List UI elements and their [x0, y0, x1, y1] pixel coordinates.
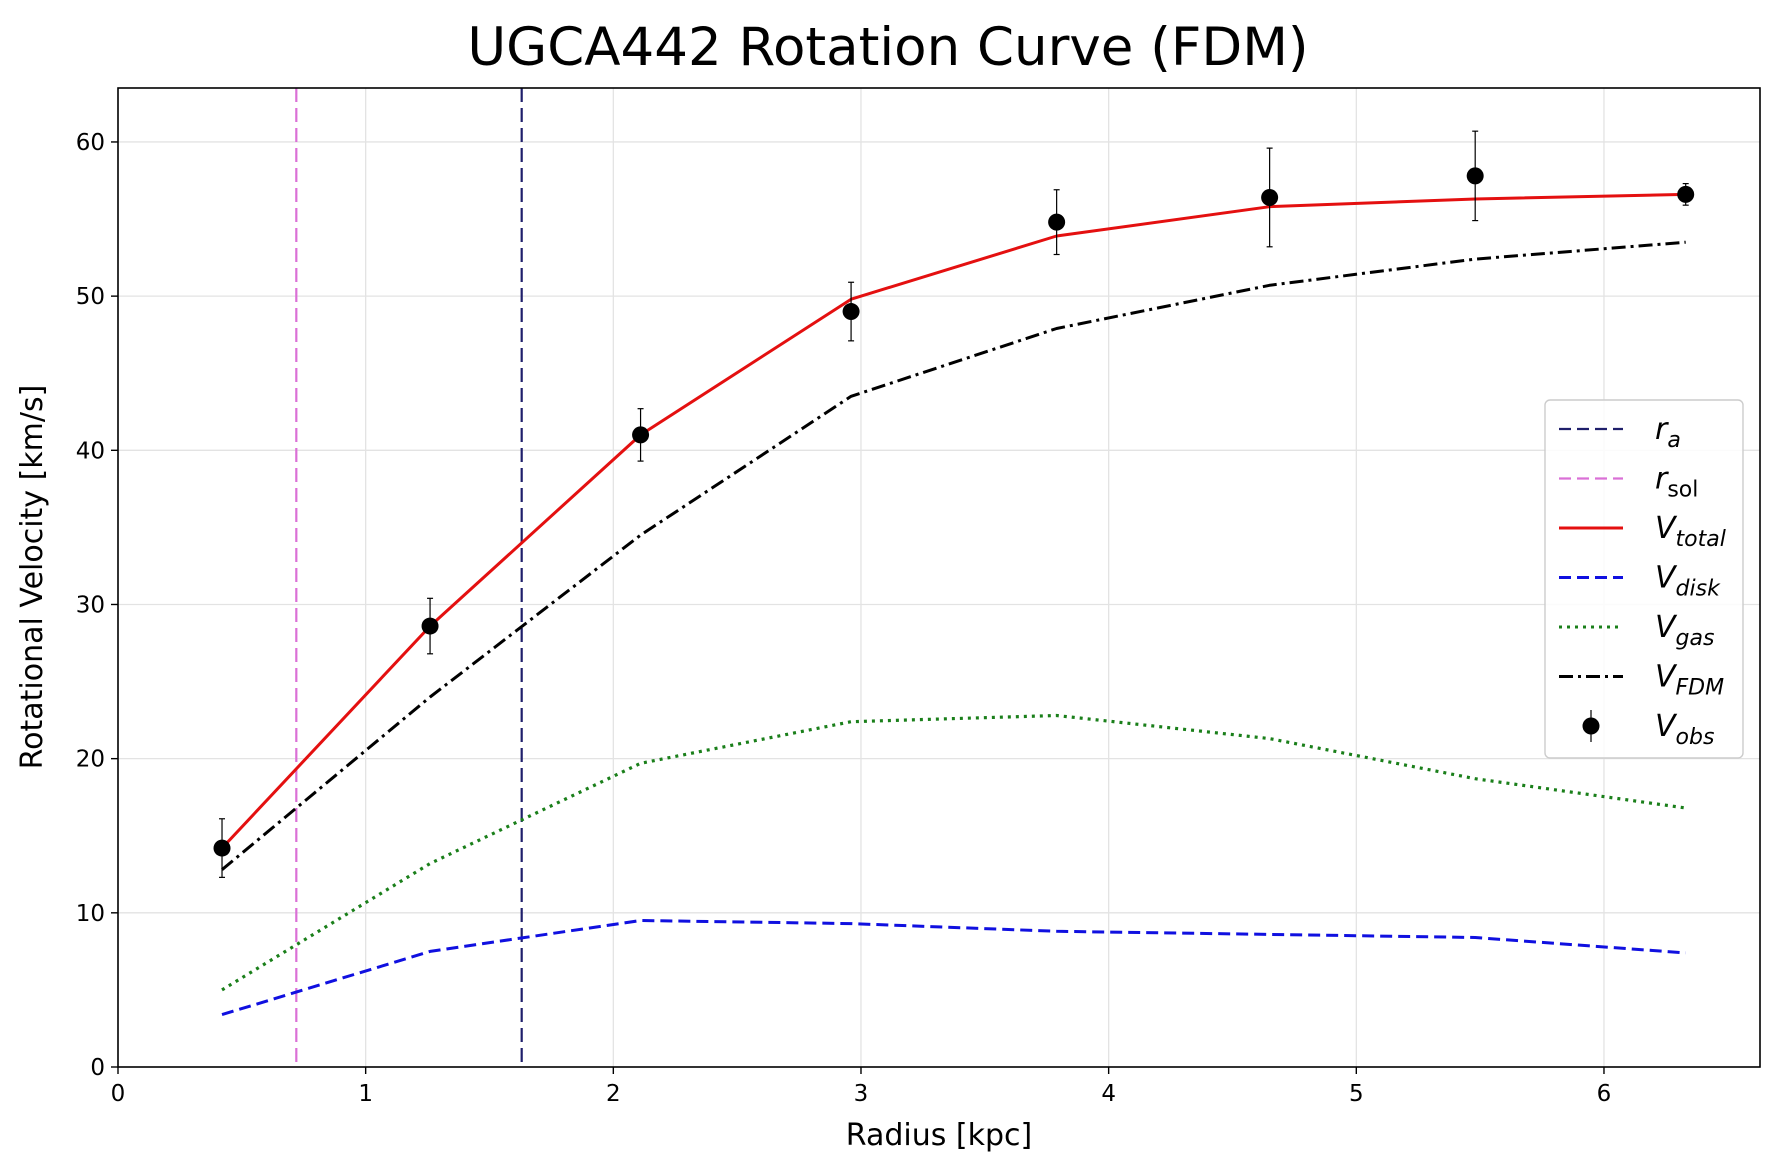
- observed-point: [213, 839, 231, 857]
- y-tick-label: 10: [76, 901, 105, 927]
- x-axis-ticks: 0 1 2 3 4 5 6: [111, 1067, 1612, 1107]
- series-line-v-total: [220, 192, 1686, 850]
- y-axis-label: Rotational Velocity [km/s]: [15, 385, 50, 770]
- series-line-v-gas: [221, 713, 1686, 992]
- legend-entry-v-obs-label: Vobs: [1655, 709, 1714, 750]
- reference-lines: [295, 88, 523, 1067]
- legend: ra rsol Vtotal Vdisk Vgas VFDM Vobs: [1544, 399, 1744, 759]
- legend-entry-v-total-label: Vtotal: [1655, 511, 1726, 552]
- legend-entry-v-fdm-label: VFDM: [1655, 660, 1724, 701]
- x-tick-label: 5: [1349, 1081, 1364, 1107]
- y-axis-ticks: 0 10 20 30 40 50 60: [76, 130, 118, 1081]
- legend-entry-v-obs-swatch: [1582, 717, 1600, 735]
- plot-frame: [117, 87, 1761, 1068]
- observed-points: [213, 130, 1695, 878]
- legend-entry-r-a-label: ra: [1655, 412, 1681, 453]
- x-tick-label: 6: [1597, 1081, 1612, 1107]
- series-lines: [220, 192, 1686, 1017]
- legend-box: [1544, 399, 1744, 759]
- grid: [117, 88, 1760, 1068]
- series-line-v-disk: [221, 919, 1686, 1017]
- observed-point: [421, 617, 439, 635]
- y-tick-label: 50: [76, 284, 105, 310]
- y-tick-label: 0: [90, 1055, 105, 1081]
- y-tick-label: 60: [76, 130, 105, 156]
- observed-point: [1466, 167, 1484, 185]
- y-tick-label: 20: [76, 747, 105, 773]
- legend-entry-r-sol-label: rsol: [1655, 462, 1698, 503]
- legend-entry-v-disk-label: Vdisk: [1655, 561, 1721, 602]
- y-tick-label: 40: [76, 438, 105, 464]
- x-tick-label: 2: [606, 1081, 621, 1107]
- legend-entry-v-gas-label: Vgas: [1655, 610, 1714, 651]
- observed-point: [842, 303, 860, 321]
- x-tick-label: 4: [1101, 1081, 1116, 1107]
- observed-point: [1261, 188, 1279, 206]
- x-tick-label: 0: [111, 1081, 126, 1107]
- x-tick-label: 3: [854, 1081, 869, 1107]
- y-tick-label: 30: [76, 592, 105, 618]
- observed-point: [632, 426, 650, 444]
- chart-title: UGCA442 Rotation Curve (FDM): [467, 17, 1308, 78]
- x-axis-label: Radius [kpc]: [846, 1118, 1032, 1153]
- series-line-v-fdm: [221, 240, 1686, 871]
- observed-point: [1677, 185, 1695, 203]
- observed-point: [1048, 213, 1066, 231]
- x-tick-label: 1: [358, 1081, 373, 1107]
